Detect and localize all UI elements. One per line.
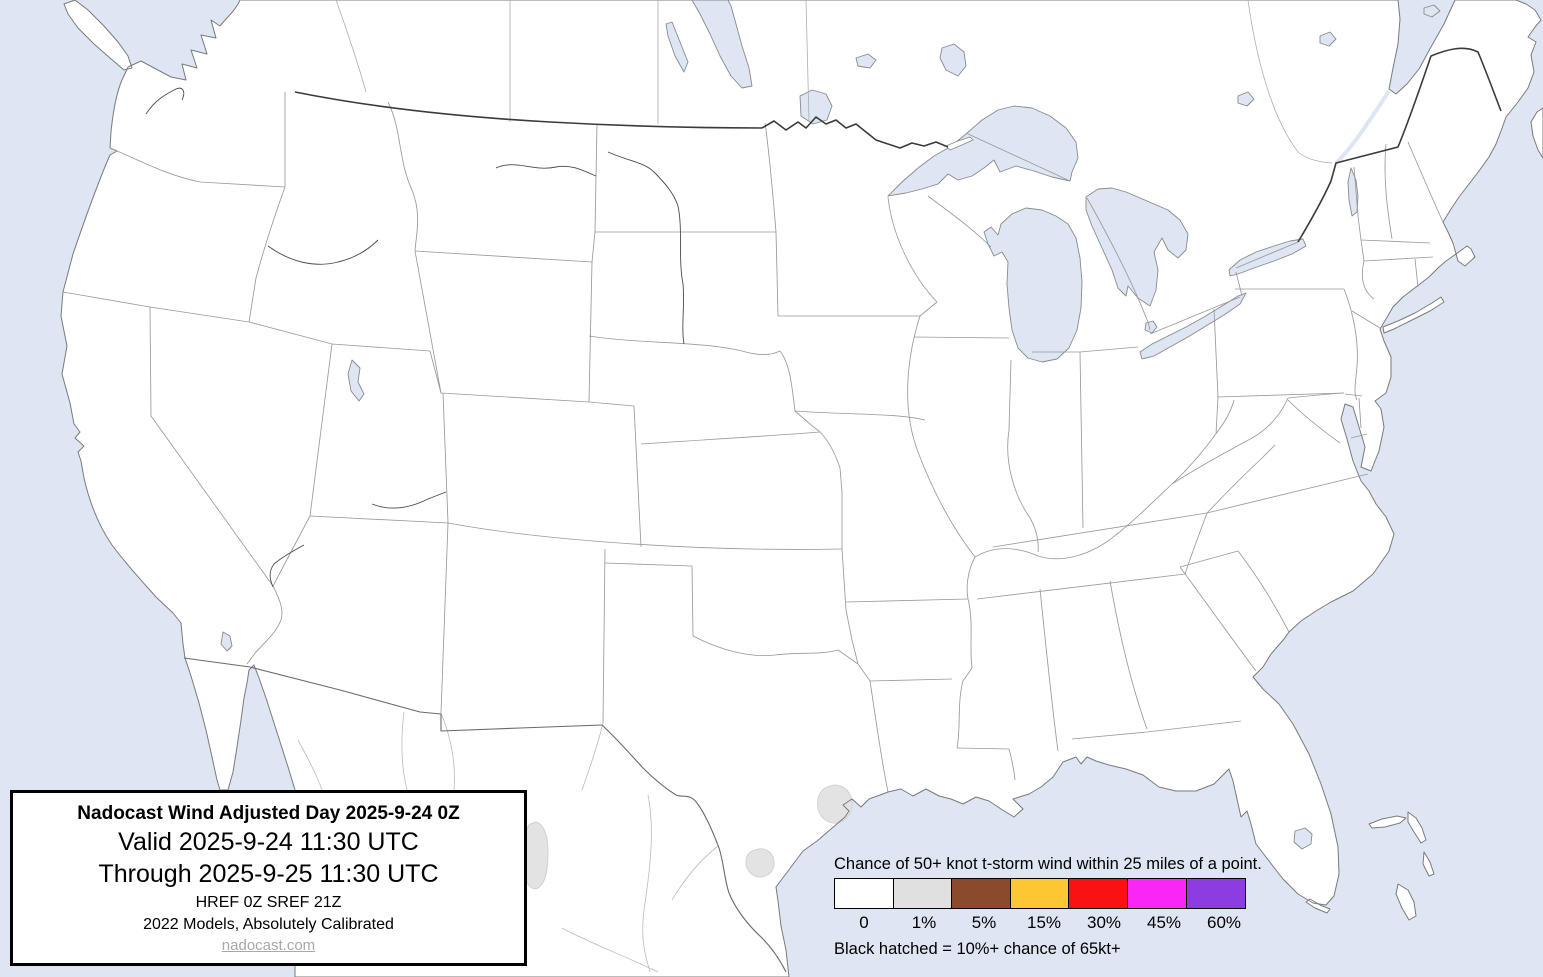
canadian-lake-small-4 <box>1423 4 1441 18</box>
legend-hatched-note: Black hatched = 10%+ chance of 65kt+ <box>834 940 1121 958</box>
rivers <box>145 87 685 588</box>
us-canada-border-east <box>1297 47 1502 243</box>
eleuthera-island <box>1423 852 1434 876</box>
long-island <box>1383 297 1444 333</box>
lake-manitoba <box>665 21 689 73</box>
great-salt-lake <box>347 359 365 402</box>
coastlines <box>60 0 1543 977</box>
lakes <box>220 0 1441 850</box>
legend-swatch-30% <box>1068 878 1129 909</box>
legend-bin-label: 1% <box>911 913 937 932</box>
legend-label-row: 0 1% 5% 15% 30% 45% 60% <box>834 913 1274 933</box>
international-borders-through-lakes <box>965 132 1299 335</box>
mexican-state-borders <box>297 711 719 973</box>
st-lawrence-river <box>1334 89 1391 165</box>
probability-legend: Chance of 50+ knot t-storm wind within 2… <box>834 855 1274 959</box>
isle-royale <box>945 136 974 151</box>
salton-sea <box>220 631 233 652</box>
forecast-models-line2: 2022 Models, Absolutely Calibrated <box>143 916 394 933</box>
legend-bin-label: 0 <box>859 913 869 932</box>
vancouver-island <box>64 0 132 70</box>
legend-bin-label: 5% <box>971 913 997 932</box>
us-mexico-border-rio-grande <box>601 724 787 973</box>
legend-swatch-15% <box>1009 878 1070 909</box>
lake-huron <box>1085 187 1189 307</box>
legend-bin-label: 60% <box>1206 913 1242 932</box>
missouri-river-montana <box>495 164 597 177</box>
us-canada-border-west <box>294 91 763 129</box>
forecast-valid-time: Valid 2025-9-24 11:30 UTC <box>118 828 419 856</box>
lake-winnipeg <box>691 0 753 89</box>
missouri-river-dakotas <box>607 151 685 345</box>
canadian-lake-small-1 <box>855 53 877 69</box>
legend-bin-label: 15% <box>1026 913 1062 932</box>
lake-superior <box>887 105 1079 197</box>
legend-swatch-60% <box>1185 878 1246 909</box>
lake-nipigon <box>939 43 967 77</box>
lake-of-the-woods <box>799 89 833 125</box>
lake-st-clair <box>1144 320 1158 334</box>
probability-areas <box>521 784 853 890</box>
lake-erie <box>1139 292 1247 360</box>
state-borders <box>62 92 1444 793</box>
international-borders <box>183 47 1502 973</box>
probability-area-houston <box>817 784 853 824</box>
legend-swatch-5% <box>951 878 1012 909</box>
colorado-river-lake-mead <box>269 544 305 588</box>
canadian-province-borders <box>335 0 1333 164</box>
forecast-through-time: Through 2025-9-25 11:30 UTC <box>98 860 439 888</box>
legend-swatch-row <box>834 878 1274 909</box>
nova-scotia <box>1531 108 1543 158</box>
legend-title: Chance of 50+ knot t-storm wind within 2… <box>834 855 1262 873</box>
andros-island <box>1396 884 1416 920</box>
probability-area-corpus-christi <box>745 848 775 878</box>
forecast-title: Nadocast Wind Adjusted Day 2025-9-24 0Z <box>77 803 460 824</box>
forecast-models-line1: HREF 0Z SREF 21Z <box>195 894 342 911</box>
legend-swatch-1% <box>892 878 953 909</box>
lake-michigan <box>983 207 1083 363</box>
canadian-lake-small-2 <box>1237 91 1255 107</box>
grand-bahama-island <box>1369 816 1406 828</box>
legend-bin-label: 30% <box>1086 913 1122 932</box>
lake-ontario <box>1228 238 1307 277</box>
abaco-island <box>1408 812 1426 843</box>
us-canada-border-minnesota <box>761 116 949 149</box>
us-mexico-border-land <box>183 657 603 732</box>
columbia-river <box>145 87 185 115</box>
snake-river <box>267 239 379 265</box>
lake-champlain <box>1347 167 1359 217</box>
canadian-lake-small-3 <box>1319 31 1337 47</box>
legend-bin-label: 45% <box>1146 913 1182 932</box>
forecast-info-box: Nadocast Wind Adjusted Day 2025-9-24 0Z … <box>10 790 527 966</box>
legend-swatch-0 <box>834 878 894 909</box>
nadocast-link[interactable]: nadocast.com <box>221 937 316 954</box>
colorado-river-utah <box>371 491 447 509</box>
legend-swatch-45% <box>1127 878 1188 909</box>
lake-okeechobee <box>1293 827 1313 850</box>
